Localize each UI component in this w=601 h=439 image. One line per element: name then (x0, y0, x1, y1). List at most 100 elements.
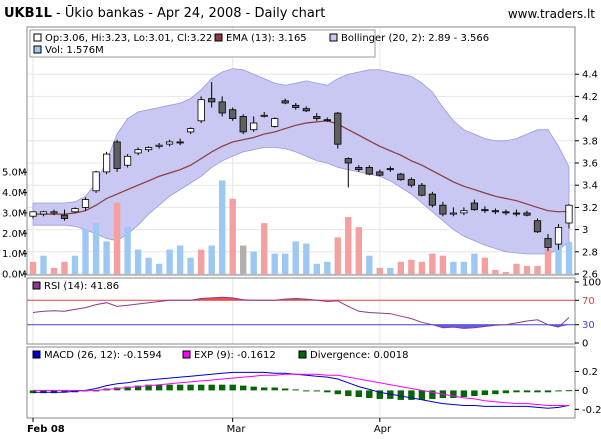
divergence-bar (429, 390, 436, 399)
divergence-bar (145, 384, 152, 391)
macd-panel (29, 347, 573, 418)
volume-bar (334, 237, 341, 274)
candle-body (260, 114, 268, 117)
price-tick-label: 3.4 (582, 181, 598, 192)
price-tick-label: 3.8 (582, 136, 598, 147)
volume-bar (565, 241, 573, 274)
volume-bar (282, 253, 289, 274)
candle-body (281, 100, 289, 104)
macd-tick-label: 0.2 (582, 367, 598, 378)
volume-bar (492, 269, 499, 274)
chart-title: UKB1L - Ūkio bankas - Apr 24, 2008 - Dai… (4, 6, 325, 21)
divergence-bar (418, 390, 426, 400)
rsi-oversold-fill (33, 324, 569, 329)
price-tick-label: 3.6 (582, 159, 598, 170)
volume-bar (366, 255, 373, 274)
rsi-tick-label: 70 (582, 296, 595, 307)
candle-body (103, 153, 111, 173)
volume-bar (471, 253, 478, 274)
volume-bar (345, 217, 352, 274)
volume-bar (155, 263, 163, 274)
divergence-bar (450, 390, 457, 398)
ema-legend-swatch (214, 33, 223, 42)
candle-body (60, 214, 69, 219)
candle-body (533, 220, 542, 233)
volume-bar (261, 223, 268, 274)
candle-body (355, 166, 363, 170)
divergence-bar (61, 390, 68, 393)
volume-tick-label: 4.0M (2, 188, 27, 199)
divergence-bar (313, 390, 320, 392)
ema-line (33, 120, 570, 215)
rsi-tick-label: 30 (582, 320, 595, 331)
divergence-bar (261, 387, 268, 391)
volume-bar (450, 261, 457, 274)
rsi-tick-label: 0 (582, 339, 588, 350)
candle-body (250, 122, 258, 131)
volume-bar (145, 257, 152, 274)
axes: 2.6 2.8 3 3.2 3.4 3.6 3.8 4 4.2 4.4 0.0M 1.0M 2.0M 3.… (2, 70, 601, 435)
volume-bar (271, 253, 278, 274)
candle-body (302, 108, 310, 112)
volume-bar (397, 261, 404, 274)
site-label: www.traders.lt (507, 7, 595, 21)
candle-body (176, 141, 184, 144)
divergence-bar (240, 385, 247, 391)
exp-line (33, 373, 570, 407)
volume-bar (439, 255, 447, 274)
divergence-bar (176, 384, 184, 391)
volume-bar (303, 243, 310, 274)
price-panel-border (26, 26, 576, 276)
bollinger-legend-swatch (329, 33, 338, 42)
divergence-bar (366, 390, 373, 398)
candle-body (344, 158, 352, 164)
volume-bar (534, 265, 541, 274)
symbol-label: UKB1L (4, 6, 52, 21)
candle-body (428, 193, 437, 206)
volume-bar (208, 245, 215, 274)
candle-body (71, 208, 79, 213)
macd-tick-label: 0 (582, 386, 588, 397)
volume-bar (429, 253, 436, 274)
volume-bar (198, 249, 205, 274)
candle-body (376, 171, 384, 176)
volume-tick-label: 3.0M (2, 208, 27, 219)
candle-body (554, 226, 563, 245)
volume-bar (513, 263, 520, 274)
volume-bar (324, 261, 331, 274)
divergence-bar (492, 390, 499, 395)
divergence-bar (166, 384, 173, 391)
volume-bar (376, 267, 383, 274)
candle-body (491, 210, 500, 213)
divergence-bar (523, 390, 531, 393)
candle-body (460, 210, 468, 214)
volume-bar (187, 257, 194, 274)
candle-body (208, 98, 216, 103)
divergence-bar (502, 390, 510, 394)
candle-body (81, 199, 90, 208)
macd-panel-border (26, 346, 576, 419)
candle-body (470, 202, 479, 211)
rsi-legend-text: RSI (14): 41.86 (44, 281, 119, 292)
candle-body (323, 119, 331, 122)
candle-body (407, 179, 416, 186)
candle-body (29, 211, 37, 217)
volume-bar (92, 223, 100, 274)
candle-body (397, 173, 405, 181)
price-tick-label: 2.6 (582, 270, 598, 281)
volume-bar (313, 263, 320, 274)
divergence-bar (544, 390, 552, 393)
divergence-bar (303, 390, 310, 392)
price-tick-label: 3 (582, 225, 588, 236)
volume-bar (240, 245, 247, 274)
candle-body (165, 141, 174, 145)
rsi-legend: RSI (14): 41.86 (32, 281, 119, 292)
candle-body (186, 128, 195, 133)
volume-bar (40, 255, 47, 274)
macd-legend-text: MACD (26, 12): -0.1594 (44, 350, 162, 361)
rsi-panel (27, 278, 575, 344)
candle-body (92, 171, 100, 192)
divergence-bar (282, 388, 289, 391)
price-tick-label: 4.4 (582, 70, 598, 81)
